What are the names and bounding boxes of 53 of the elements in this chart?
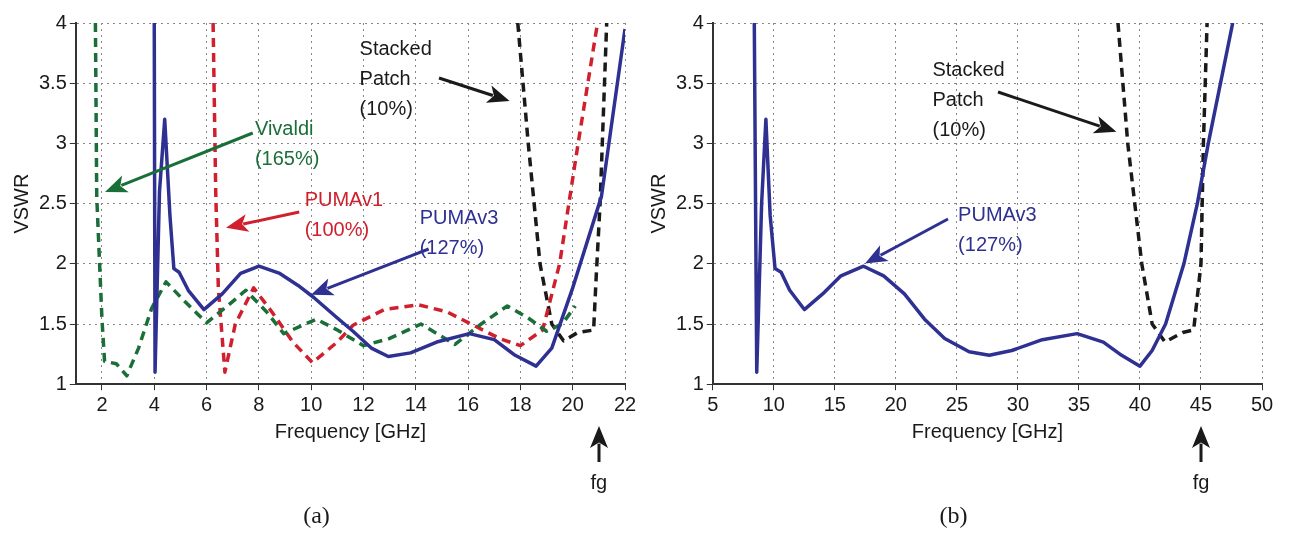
- y-axis-title: VSWR: [646, 173, 669, 234]
- text: (a): [303, 501, 330, 528]
- y-tick-label: 3.5: [38, 70, 67, 93]
- x-tick-label: 12: [352, 392, 375, 415]
- y-tick-label: 1.5: [675, 311, 704, 334]
- y-tick-label: 1: [55, 371, 67, 394]
- y-tick-label: 1.5: [38, 311, 67, 334]
- y-tick-label: 2: [692, 251, 704, 274]
- y-tick-label: 2: [55, 251, 67, 274]
- y-tick-label: 1: [692, 371, 704, 394]
- x-tick-label: 40: [1128, 392, 1152, 415]
- x-tick-label: 20: [884, 392, 907, 415]
- x-tick-label: 6: [201, 392, 213, 415]
- x-tick-label: 20: [561, 392, 584, 415]
- annotation: PUMAv3 (127%): [419, 204, 499, 260]
- text: fg: [590, 470, 608, 496]
- x-tick-label: 10: [300, 392, 323, 415]
- x-tick-label: 16: [456, 392, 480, 415]
- line-series: [93, 23, 578, 378]
- y-tick-label: 3: [692, 130, 704, 153]
- line-series: [211, 23, 600, 374]
- x-tick-label: 14: [404, 392, 427, 415]
- text: fg: [1192, 470, 1210, 496]
- y-tick-label: 4: [55, 10, 67, 33]
- y-tick-label: 3.5: [675, 70, 704, 93]
- text: (b): [939, 501, 968, 528]
- x-tick-label: 35: [1067, 392, 1091, 415]
- y-tick-label: 3: [55, 130, 67, 153]
- y-axis-title: VSWR: [9, 173, 32, 234]
- line-series: [516, 23, 609, 343]
- x-tick-label: 22: [613, 392, 637, 415]
- x-axis-title: Frequency [GHz]: [274, 419, 426, 442]
- x-tick-label: 50: [1250, 392, 1274, 415]
- x-tick-label: 15: [823, 392, 846, 415]
- x-tick-label: 30: [1006, 392, 1030, 415]
- x-tick-label: 25: [945, 392, 969, 415]
- y-tick-label: 4: [692, 10, 704, 33]
- annotation: PUMAv3 (127%): [958, 202, 1037, 258]
- y-tick-label: 2.5: [675, 191, 704, 214]
- x-tick-label: 5: [707, 392, 719, 415]
- y-tick-label: 2.5: [38, 191, 67, 214]
- x-tick-label: 45: [1189, 392, 1213, 415]
- x-tick-label: 2: [96, 392, 108, 415]
- x-axis-title: Frequency [GHz]: [911, 419, 1063, 442]
- annotation: Vivaldi (165%): [254, 115, 320, 171]
- x-tick-label: 18: [509, 392, 532, 415]
- x-tick-label: 10: [762, 392, 785, 415]
- annotation: Stacked Patch (10%): [932, 56, 1005, 142]
- x-tick-label: 4: [148, 392, 160, 415]
- line-series: [1116, 23, 1209, 344]
- annotation: PUMAv1 (100%): [304, 186, 384, 242]
- annotation: Stacked Patch (10%): [359, 36, 432, 122]
- x-tick-label: 8: [253, 392, 265, 415]
